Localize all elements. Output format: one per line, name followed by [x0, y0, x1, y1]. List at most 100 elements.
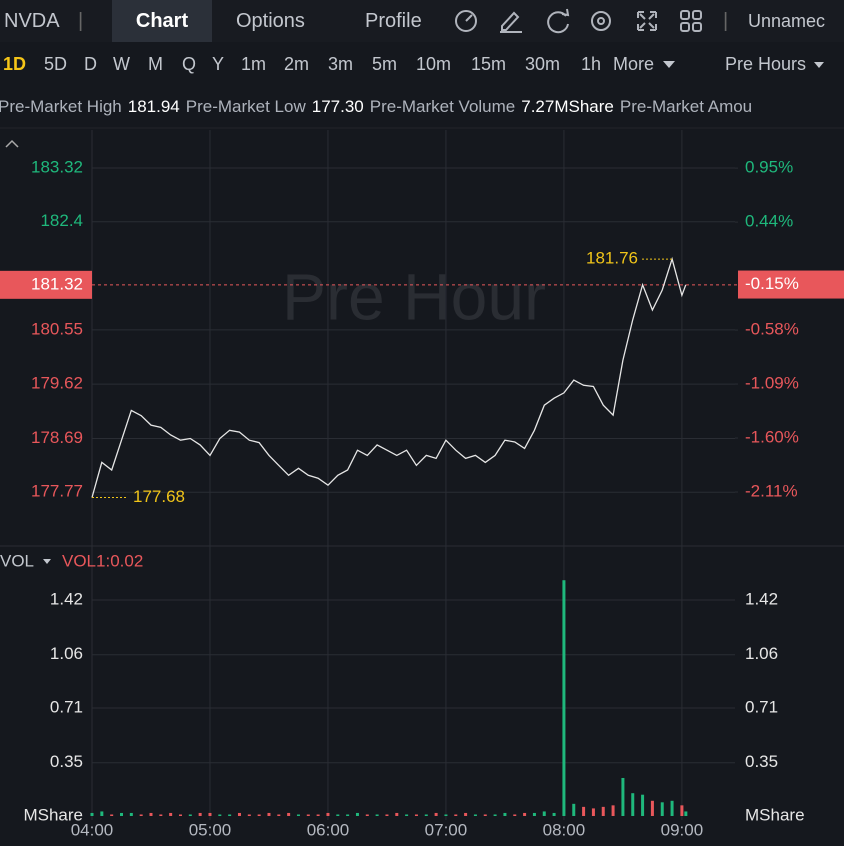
volume-bar [228, 814, 232, 816]
volume-bar [562, 580, 566, 816]
draw-icon[interactable] [455, 10, 477, 32]
stat-label: Pre-Market High [0, 97, 122, 116]
timeframe[interactable]: 15m [471, 54, 507, 74]
volume-bar [513, 814, 517, 816]
last-price-label: 181.32 [31, 274, 83, 293]
volume-bar [670, 800, 674, 816]
timeframe[interactable]: 1h [581, 54, 602, 74]
timeframe[interactable]: 5D [44, 54, 68, 74]
timeframe[interactable]: 1m [241, 54, 267, 74]
timeframe[interactable]: W [113, 54, 130, 74]
unit-label: MShare [745, 805, 805, 824]
volume-bar [601, 806, 605, 816]
settings-icon[interactable] [591, 11, 611, 31]
y2-tick-label: 0.35 [745, 752, 778, 771]
volume-bar [346, 814, 350, 816]
volume-bar [287, 812, 291, 816]
stat-label: Pre-Market Amou [619, 97, 753, 116]
toolbar-icons [455, 8, 702, 34]
timeframe[interactable]: 1D [3, 54, 27, 74]
tab[interactable]: Chart [112, 0, 212, 42]
volume-bar [375, 814, 379, 816]
volume-bar [591, 808, 595, 816]
timeframe[interactable]: 3m [328, 54, 354, 74]
volume-indicator: VOL1:0.02 [62, 551, 143, 570]
stat-value: 7.27MShare [521, 97, 614, 116]
y2-tick-label: -1.60% [745, 428, 799, 447]
volume-bar [631, 793, 635, 816]
timeframe[interactable]: Q [182, 54, 197, 74]
edit-icon[interactable] [500, 11, 522, 33]
volume-bar [247, 814, 251, 816]
y-tick-label: 1.42 [50, 589, 83, 608]
stat-label: Pre-Market Volume [369, 97, 516, 116]
separator: | [78, 10, 84, 32]
last-change-label: -0.15% [745, 274, 799, 293]
volume-bar [296, 814, 300, 816]
volume-title: VOL [0, 551, 34, 570]
y2-tick-label: 0.95% [745, 158, 793, 177]
volume-bar [257, 814, 261, 816]
symbol[interactable]: NVDA [4, 10, 60, 32]
collapse-icon [5, 139, 19, 148]
unit-label: MShare [23, 805, 83, 824]
volume-bar [139, 814, 143, 816]
volume-bar [218, 814, 222, 816]
x-tick-label: 06:00 [307, 820, 350, 839]
user-name[interactable]: Unnamec [748, 11, 826, 31]
volume-bar [149, 812, 153, 816]
volume-bar [405, 814, 409, 816]
y2-tick-label: -0.58% [745, 320, 799, 339]
stats-bar: Pre-Market High 181.94 Pre-Market Low 177.3… [0, 94, 844, 120]
stat-value: 177.30 [311, 97, 364, 116]
timeframe[interactable]: 2m [284, 54, 310, 74]
caret [814, 62, 824, 68]
x-tick-label: 04:00 [71, 820, 114, 839]
volume-bar [523, 812, 527, 816]
y2-tick-label: 0.44% [745, 212, 793, 231]
fullscreen-icon[interactable] [637, 11, 657, 31]
timeframe[interactable]: D [84, 54, 97, 74]
timeframe[interactable]: M [148, 54, 163, 74]
volume-bar [424, 814, 428, 816]
volume-bar [493, 814, 497, 816]
volume-bar [641, 794, 645, 816]
volume-bar [208, 812, 212, 816]
timeframe-bar: 1D 5D D W M Q Y 1m 2m 3m 5m 10m 15m 30m 1h More Pre Hour… [0, 48, 844, 80]
volume-bar [434, 812, 438, 816]
caret [43, 559, 51, 564]
volume-bar [552, 812, 556, 816]
session-menu[interactable]: Pre Hours [725, 54, 807, 74]
volume-bar [464, 812, 468, 816]
refresh-icon[interactable] [547, 8, 570, 34]
volume-bar [198, 812, 202, 816]
volume-bar [395, 812, 399, 816]
volume-bar [444, 814, 448, 816]
volume-bar [355, 812, 359, 816]
volume-bar [129, 812, 133, 816]
volume-bar [473, 814, 477, 816]
volume-bar [306, 814, 310, 816]
volume-bar [159, 814, 163, 816]
stat-value: 181.94 [127, 97, 180, 116]
volume-bar [90, 812, 94, 816]
last-price-box [0, 270, 92, 299]
timeframe[interactable]: 10m [416, 54, 452, 74]
layout-icon[interactable] [680, 10, 702, 32]
y-tick-label: 0.71 [50, 697, 83, 716]
volume-bar [621, 777, 625, 816]
tab[interactable]: Profile [365, 10, 422, 32]
timeframe[interactable]: Y [212, 54, 225, 74]
y-tick-label: 178.69 [31, 428, 83, 447]
volume-bar [178, 814, 182, 816]
volume-bar [680, 805, 684, 816]
tab[interactable]: Options [236, 10, 305, 32]
timeframe[interactable]: 30m [525, 54, 561, 74]
y-tick-label: 1.06 [50, 644, 83, 663]
y-tick-label: 182.4 [40, 211, 83, 230]
timeframe[interactable]: 5m [372, 54, 398, 74]
last-change-box [738, 270, 844, 299]
y2-tick-label: 0.71 [745, 697, 778, 716]
more-menu[interactable]: More [613, 54, 655, 74]
